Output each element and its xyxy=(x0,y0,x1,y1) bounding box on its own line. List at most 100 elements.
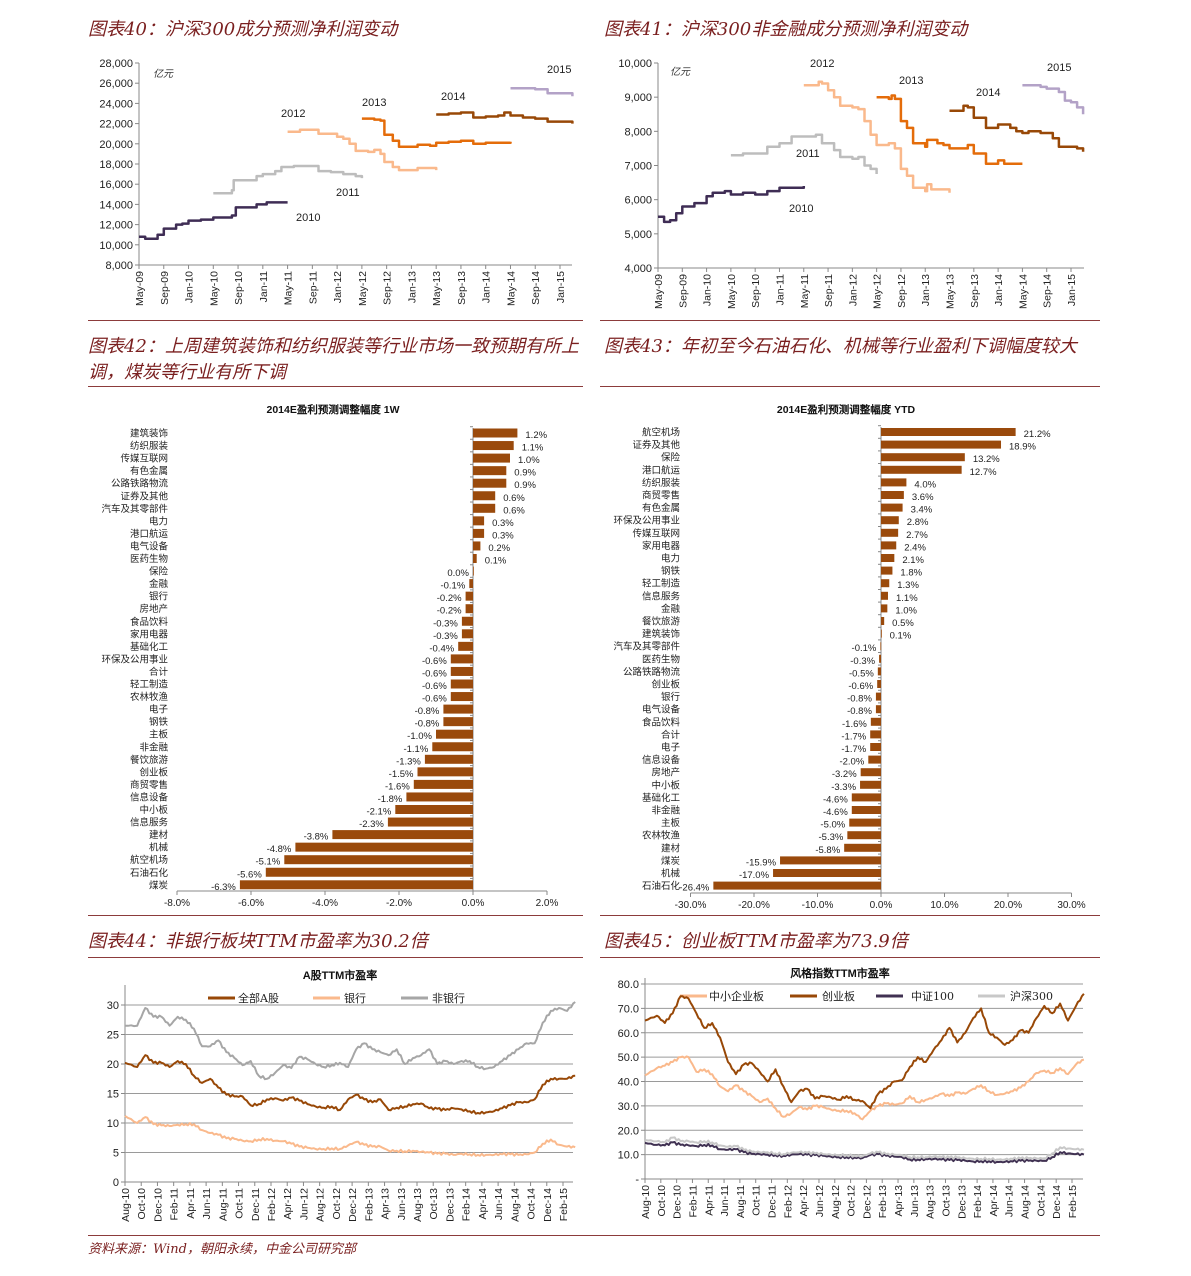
x-tick-label: -10.0% xyxy=(802,900,834,911)
y-tick-label: 20,000 xyxy=(99,139,133,151)
x-tick-label: Feb-14 xyxy=(461,1188,473,1221)
category-label: 汽车及其零部件 xyxy=(101,503,168,515)
x-tick-label: Aug-14 xyxy=(1020,1185,1032,1219)
data-label: -1.3% xyxy=(396,756,421,767)
x-tick-label: Dec-12 xyxy=(861,1185,873,1219)
category-label: 煤炭 xyxy=(661,855,681,867)
data-label: 0.3% xyxy=(492,530,514,541)
x-tick-label: May-12 xyxy=(357,271,369,306)
x-tick-label: -20.0% xyxy=(738,900,770,911)
bar xyxy=(881,541,897,550)
x-tick-label: Feb-11 xyxy=(687,1185,699,1218)
x-tick-label: Dec-14 xyxy=(542,1188,554,1222)
y-tick-label: 50.0 xyxy=(618,1052,639,1064)
divider xyxy=(600,915,1100,916)
x-tick-label: Feb-11 xyxy=(169,1188,181,1221)
series-label: 2010 xyxy=(296,212,320,224)
category-label: 公路铁路物流 xyxy=(111,478,169,490)
data-label: -1.7% xyxy=(841,731,866,742)
x-tick-label: Apr-13 xyxy=(380,1188,392,1220)
category-label: 银行 xyxy=(149,591,169,603)
bar xyxy=(387,817,473,827)
data-label: -0.1% xyxy=(440,581,465,592)
x-tick-label: May-14 xyxy=(1017,274,1029,309)
series-line-沪深300 xyxy=(644,1136,1085,1162)
x-tick-label: Jun-11 xyxy=(719,1185,731,1216)
category-label: 港口航运 xyxy=(642,464,681,476)
category-label: 环保及公用事业 xyxy=(101,653,168,665)
bar xyxy=(851,793,881,802)
category-label: 建材 xyxy=(149,829,169,841)
x-tick-label: Feb-15 xyxy=(558,1188,570,1221)
data-label: -4.6% xyxy=(823,807,848,818)
bar xyxy=(877,667,881,676)
bar xyxy=(473,566,474,576)
bar xyxy=(881,554,895,562)
bar xyxy=(851,806,881,814)
series-label: 2014 xyxy=(441,91,465,103)
figure-42-title: 图表42：上周建筑装饰和纺织服装等行业市场一致预期有所上调，煤炭等行业有所下调 xyxy=(88,336,579,383)
category-label: 主板 xyxy=(149,729,169,741)
data-label: -1.6% xyxy=(842,719,867,730)
data-label: -0.8% xyxy=(847,694,872,705)
data-label: -1.8% xyxy=(378,794,403,805)
bar xyxy=(773,869,881,877)
bar xyxy=(847,831,881,840)
y-tick-label: 30.0 xyxy=(618,1101,639,1113)
x-tick-label: Sep-14 xyxy=(530,271,542,305)
x-tick-label: May-12 xyxy=(872,274,884,309)
data-label: 1.3% xyxy=(897,580,919,591)
category-label: 信息服务 xyxy=(642,590,681,602)
category-label: 基础化工 xyxy=(642,792,681,804)
data-label: -2.1% xyxy=(366,807,391,818)
chart-title: 2014E盈利预测调整幅度 YTD xyxy=(777,403,916,416)
data-label: -0.6% xyxy=(848,681,873,692)
y-tick-label: 15 xyxy=(107,1089,119,1101)
data-label: -1.7% xyxy=(841,744,866,755)
x-tick-label: Aug-10 xyxy=(640,1185,652,1219)
x-tick-label: Jan-12 xyxy=(847,274,859,306)
data-label: 21.2% xyxy=(1024,429,1051,440)
divider xyxy=(88,386,583,387)
data-label: -2.0% xyxy=(839,757,864,768)
series-line-2011 xyxy=(213,164,364,195)
bar xyxy=(881,453,965,462)
category-label: 合计 xyxy=(661,729,681,741)
x-tick-label: 10.0% xyxy=(930,900,958,911)
x-tick-label: Feb-14 xyxy=(972,1185,984,1218)
bar xyxy=(443,704,473,714)
y-tick-label: 9,000 xyxy=(624,92,652,104)
x-tick-label: Feb-13 xyxy=(363,1188,375,1221)
series-label: 2011 xyxy=(336,187,360,199)
series-line-2013 xyxy=(361,117,512,149)
x-tick-label: Oct-13 xyxy=(428,1188,440,1220)
series-line-全部A股 xyxy=(124,1054,576,1115)
category-label: 证券及其他 xyxy=(120,490,168,502)
category-label: 房地产 xyxy=(139,603,168,615)
category-label: 创业板 xyxy=(139,766,168,778)
bar xyxy=(450,666,473,676)
bar xyxy=(413,779,473,789)
bar xyxy=(406,792,473,802)
x-tick-label: Jun-11 xyxy=(201,1188,213,1219)
category-label: 建筑装饰 xyxy=(130,428,168,440)
x-tick-label: Oct-14 xyxy=(526,1188,538,1220)
x-tick-label: 20.0% xyxy=(994,900,1022,911)
category-label: 家用电器 xyxy=(642,540,681,552)
category-label: 食品饮料 xyxy=(642,716,681,728)
y-tick-label: 26,000 xyxy=(99,78,133,90)
bar xyxy=(870,743,881,751)
data-label: -0.1% xyxy=(852,643,877,654)
y-tick-label: 60.0 xyxy=(618,1028,639,1040)
y-tick-label: 14,000 xyxy=(99,199,133,211)
category-label: 轻工制造 xyxy=(130,679,169,691)
bar xyxy=(868,755,881,764)
bar xyxy=(875,705,881,714)
bar xyxy=(875,692,881,701)
x-tick-label: Sep-14 xyxy=(1042,274,1054,308)
data-label: -15.9% xyxy=(746,857,777,868)
category-label: 公路铁路物流 xyxy=(623,666,681,678)
bar xyxy=(284,855,473,865)
data-label: -0.3% xyxy=(433,618,458,629)
category-label: 非金融 xyxy=(139,741,168,753)
